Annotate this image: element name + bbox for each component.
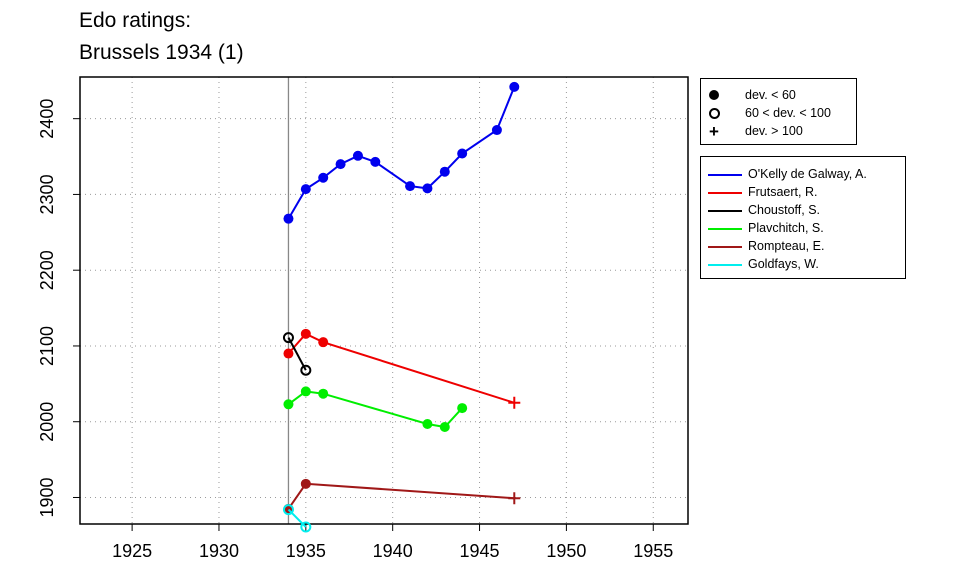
data-point: [509, 81, 520, 92]
y-tick-label: 2100: [37, 326, 57, 366]
series-swatch: [708, 174, 742, 176]
filled-circle-icon: [705, 87, 723, 104]
data-point: [508, 396, 521, 409]
marker-legend-label: dev. > 100: [745, 124, 803, 138]
series-legend-label: Frutsaert, R.: [748, 185, 818, 199]
data-point: [300, 328, 311, 339]
data-point: [318, 388, 329, 399]
y-tick-label: 2300: [37, 174, 57, 214]
data-point: [422, 418, 433, 429]
series-legend-item: Choustoff, S.: [708, 202, 903, 219]
series-line: [287, 86, 516, 220]
data-point: [300, 184, 311, 195]
data-point: [439, 166, 450, 177]
plot-frame: [79, 76, 689, 525]
series-line: [287, 337, 307, 371]
data-point: [282, 332, 294, 344]
data-point: [300, 521, 312, 533]
data-point: [439, 422, 450, 433]
data-point: [457, 403, 468, 414]
y-tick-label: 2400: [37, 99, 57, 139]
data-point: [352, 150, 363, 161]
data-point: [370, 156, 381, 167]
data-point: [283, 348, 294, 359]
data-point: [457, 148, 468, 159]
data-point: [318, 337, 329, 348]
y-tick-label: 2200: [37, 250, 57, 290]
series-legend-item: Rompteau, E.: [708, 238, 903, 255]
y-tick-label: 2000: [37, 402, 57, 442]
marker-legend-label: 60 < dev. < 100: [745, 106, 831, 120]
data-point: [491, 125, 502, 136]
series-swatch: [708, 264, 742, 266]
x-tick-label: 1955: [633, 541, 673, 561]
data-point: [335, 159, 346, 170]
series-legend-item: Goldfays, W.: [708, 256, 903, 273]
series-legend-label: Plavchitch, S.: [748, 221, 824, 235]
marker-legend-label: dev. < 60: [745, 88, 796, 102]
x-tick-label: 1930: [199, 541, 239, 561]
series-legend-item: Plavchitch, S.: [708, 220, 903, 237]
data-point: [300, 386, 311, 397]
chart-title-line-2: Brussels 1934 (1): [79, 41, 244, 64]
data-point: [422, 183, 433, 194]
chart-title-line-1: Edo ratings:: [79, 9, 192, 32]
series-legend-item: O'Kelly de Galway, A.: [708, 166, 903, 183]
marker-legend: dev. < 60 60 < dev. < 100 + dev. > 100: [700, 78, 857, 145]
x-tick-label: 1925: [112, 541, 152, 561]
series-legend-label: Goldfays, W.: [748, 257, 819, 271]
series-swatch: [708, 246, 742, 248]
y-tick-label: 1900: [37, 477, 57, 517]
series-swatch: [708, 228, 742, 230]
series-line: [287, 332, 515, 404]
data-point: [508, 492, 521, 505]
data-point: [283, 213, 294, 224]
series-swatch: [708, 210, 742, 212]
x-tick-label: 1935: [286, 541, 326, 561]
data-point: [405, 181, 416, 192]
x-tick-label: 1950: [546, 541, 586, 561]
series-legend-label: Choustoff, S.: [748, 203, 821, 217]
data-point: [282, 504, 294, 516]
data-point: [300, 364, 312, 376]
data-point: [300, 478, 311, 489]
series-legend-label: O'Kelly de Galway, A.: [748, 167, 867, 181]
open-circle-icon: [705, 105, 723, 122]
data-point: [283, 399, 294, 410]
series-legend: O'Kelly de Galway, A. Frutsaert, R. Chou…: [700, 156, 906, 279]
x-tick-label: 1940: [373, 541, 413, 561]
series-line: [287, 482, 515, 510]
data-point: [318, 172, 329, 183]
series-legend-label: Rompteau, E.: [748, 239, 825, 253]
series-swatch: [708, 192, 742, 194]
series-legend-item: Frutsaert, R.: [708, 184, 903, 201]
plus-icon: +: [709, 122, 719, 141]
x-tick-label: 1945: [460, 541, 500, 561]
